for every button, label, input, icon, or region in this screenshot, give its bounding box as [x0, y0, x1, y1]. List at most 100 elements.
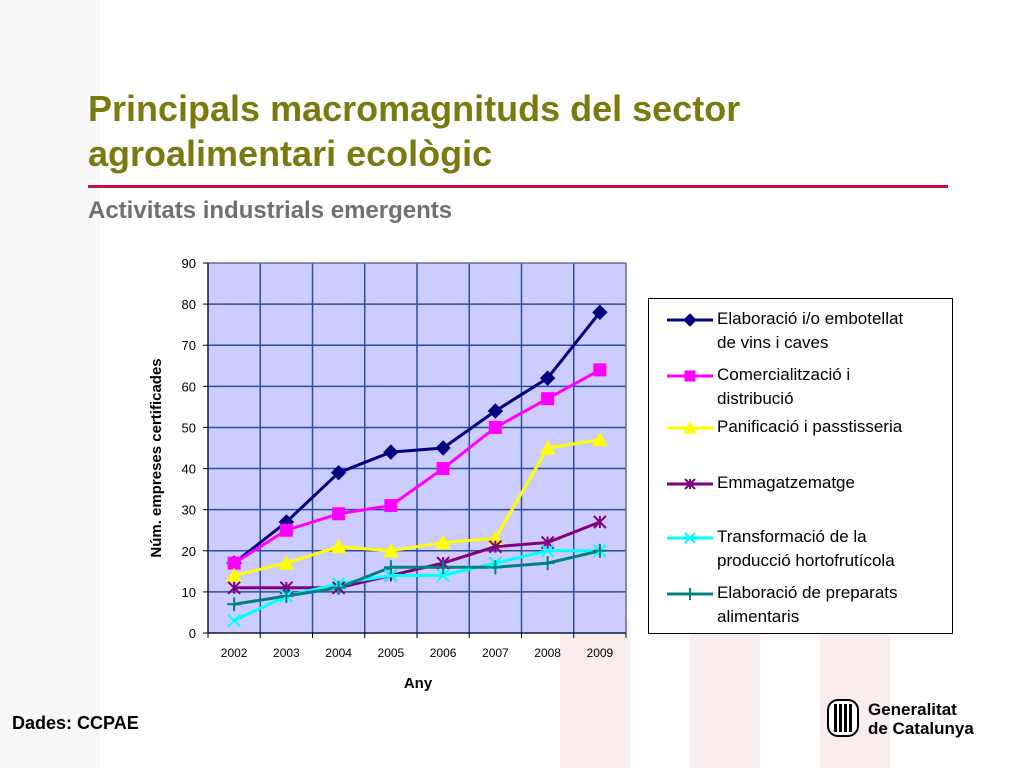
data-point-marker: [683, 421, 697, 434]
data-point-marker: [330, 538, 347, 554]
data-point-marker: [435, 440, 451, 456]
title-divider: [88, 185, 948, 188]
data-point-marker: [227, 556, 241, 570]
logo-line1: Generalitat: [868, 700, 957, 719]
slide-title-line2: agroalimentari ecològic: [88, 133, 493, 174]
data-point-marker: [383, 560, 398, 575]
data-point-marker: [279, 523, 293, 537]
y-tick-label: 40: [182, 462, 196, 477]
series-line-2: [233, 368, 601, 565]
data-point-marker: [593, 515, 607, 529]
y-tick-label: 60: [182, 379, 196, 394]
y-tick-label: 0: [189, 626, 196, 641]
series-line-1: [233, 311, 602, 565]
legend-label: Panificació i passtisseria: [717, 415, 947, 439]
data-point-marker: [227, 597, 242, 612]
data-point-marker: [593, 363, 607, 377]
x-tick-label: 2008: [534, 646, 561, 660]
legend-label-line: Panificació i passtisseria: [717, 417, 903, 436]
slide-subtitle: Activitats industrials emergents: [88, 197, 453, 224]
y-tick-label: 10: [182, 585, 196, 600]
legend-symbol: [667, 532, 713, 544]
data-point-marker: [330, 464, 347, 481]
data-point-marker: [592, 304, 608, 321]
series-line-6: [233, 549, 601, 606]
x-tick-label: 2002: [221, 646, 248, 660]
data-point-marker: [436, 568, 450, 583]
data-point-marker: [332, 507, 346, 521]
legend-label-line: Transformació de la: [717, 527, 867, 546]
y-tick-label: 80: [182, 297, 196, 312]
legend-label: Comercialització i distribució: [717, 363, 947, 411]
y-tick-label: 50: [182, 420, 196, 435]
data-point-marker: [383, 542, 399, 558]
data-point-marker: [592, 543, 607, 558]
data-point-marker: [541, 392, 555, 406]
legend-label: Emmagatzematge: [717, 471, 947, 495]
data-point-marker: [684, 478, 696, 490]
x-tick-label: 2007: [482, 646, 509, 660]
y-tick-label: 20: [182, 544, 196, 559]
x-tick-label: 2003: [273, 646, 300, 660]
data-point-marker: [539, 370, 556, 386]
x-tick-label: 2005: [378, 646, 405, 660]
legend-label: Elaboració i/o embotellat de vins i caves: [717, 307, 947, 355]
data-point-marker: [331, 580, 346, 595]
logo-line2: de Catalunya: [868, 719, 974, 738]
data-point-marker: [539, 439, 556, 455]
data-point-marker: [384, 499, 398, 513]
data-point-marker: [488, 560, 503, 575]
data-point-marker: [487, 403, 504, 419]
series-line-3: [233, 438, 601, 577]
x-tick-label: 2004: [325, 646, 352, 660]
data-point-marker: [683, 313, 697, 327]
data-point-marker: [383, 444, 399, 460]
y-tick-label: 30: [182, 503, 196, 518]
legend-symbol: [667, 313, 713, 327]
legend-label-line: de vins i caves: [717, 333, 829, 352]
data-point-marker: [226, 567, 242, 582]
legend-label: Elaboració de preparats alimentaris: [717, 581, 947, 629]
data-point-marker: [279, 589, 294, 603]
series-line-4: [234, 520, 601, 590]
legend-symbol: [667, 370, 713, 382]
legend-label-line: Elaboració de preparats: [717, 583, 898, 602]
x-axis-label: Any: [404, 675, 433, 692]
data-source: Dades: CCPAE: [12, 713, 139, 733]
x-tick-label: 2006: [430, 646, 457, 660]
data-point-marker: [488, 420, 502, 434]
legend-label: Transformació de la producció hortofrutíc…: [717, 525, 947, 573]
data-point-marker: [227, 613, 241, 628]
data-point-marker: [540, 544, 555, 558]
slide-title: Principals macromagnituds del sector agr…: [88, 86, 988, 176]
data-point-marker: [278, 555, 295, 570]
x-tick-label: 2009: [587, 646, 614, 660]
chart-legend: Elaboració i/o embotellat de vins i caves…: [648, 298, 953, 634]
data-point-marker: [592, 431, 608, 447]
slide-title-line1: Principals macromagnituds del sector: [88, 88, 741, 129]
data-point-marker: [436, 462, 450, 476]
legend-symbol: [667, 421, 713, 434]
data-point-marker: [684, 370, 696, 382]
generalitat-logo: Generalitat de Catalunya: [826, 698, 1006, 742]
legend-label-line: producció hortofrutícola: [717, 551, 895, 570]
data-point-marker: [684, 588, 696, 600]
data-point-marker: [488, 539, 503, 554]
data-point-marker: [384, 568, 398, 583]
legend-label-line: Emmagatzematge: [717, 473, 855, 492]
legend-symbol: [667, 588, 713, 600]
y-axis-label: Núm. empreses certificades: [148, 358, 165, 557]
legend-label-line: alimentaris: [717, 607, 800, 626]
generalitat-emblem-icon: [827, 699, 859, 737]
legend-label-line: distribució: [717, 389, 794, 408]
y-tick-label: 90: [182, 256, 196, 271]
data-point-marker: [540, 556, 555, 571]
data-point-marker: [227, 581, 241, 595]
y-tick-label: 70: [182, 338, 196, 353]
data-point-marker: [684, 532, 696, 544]
data-point-marker: [436, 560, 451, 575]
legend-label-line: Comercialització i: [717, 365, 851, 384]
data-point-marker: [435, 534, 451, 550]
legend-label-line: Elaboració i/o embotellat: [717, 309, 904, 328]
